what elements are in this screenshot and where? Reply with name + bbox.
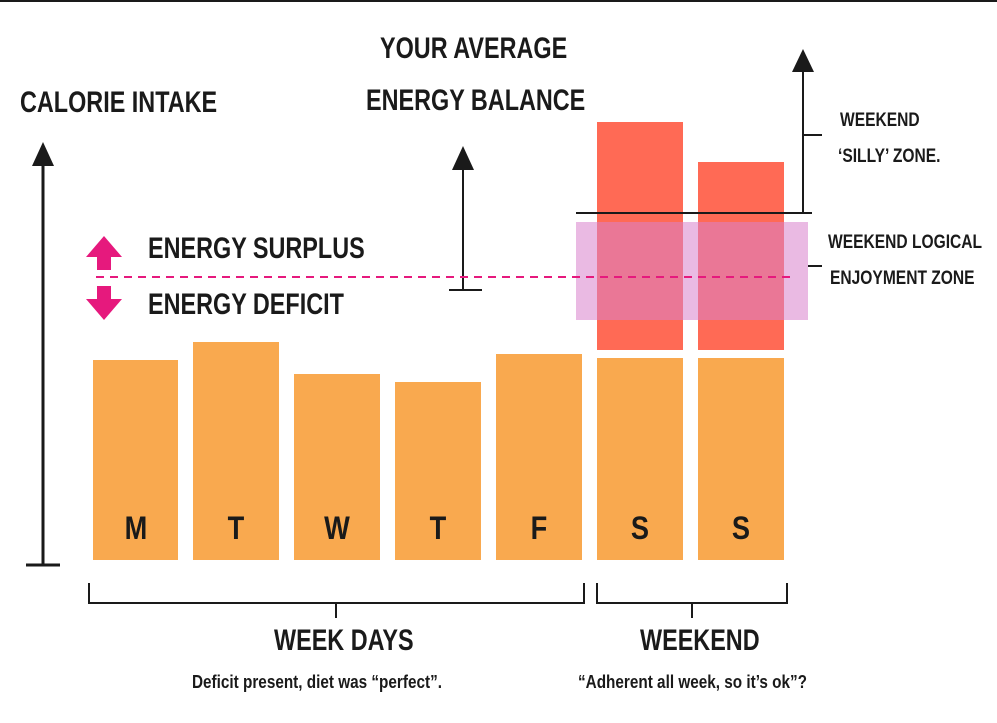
silly-zone-label-line-2: ‘SILLY’ ZONE. bbox=[838, 146, 941, 167]
title-line-1: YOUR AVERAGE bbox=[380, 32, 568, 65]
day-label-tuesday: T bbox=[227, 510, 245, 546]
y-axis-label: CALORIE INTAKE bbox=[20, 86, 218, 119]
silly-arrow-icon bbox=[792, 49, 814, 72]
energy-surplus-label: ENERGY SURPLUS bbox=[148, 232, 365, 265]
silly-zone-label-line-1: WEEKEND bbox=[840, 110, 920, 131]
logical-enjoyment-zone bbox=[576, 222, 808, 320]
weekdays-group-caption: Deficit present, diet was “perfect”. bbox=[192, 672, 442, 692]
bar-sunday bbox=[698, 358, 784, 560]
weekend-group-title: WEEKEND bbox=[640, 624, 760, 657]
bar-saturday bbox=[597, 358, 683, 560]
bar-tuesday bbox=[193, 342, 279, 560]
bar-wednesday bbox=[294, 374, 380, 560]
day-label-saturday: S bbox=[630, 510, 650, 546]
day-label-friday: F bbox=[530, 510, 548, 546]
surplus-arrow-icon bbox=[86, 236, 122, 270]
energy-deficit-label: ENERGY DEFICIT bbox=[148, 288, 344, 321]
bar-thursday bbox=[395, 382, 481, 560]
day-label-thursday: T bbox=[429, 510, 447, 546]
day-label-wednesday: W bbox=[324, 510, 350, 546]
balance-arrow-icon bbox=[452, 146, 474, 170]
bar-friday bbox=[496, 354, 582, 560]
weekend-group-caption: “Adherent all week, so it’s ok”? bbox=[578, 672, 807, 692]
title-line-2: ENERGY BALANCE bbox=[366, 84, 586, 117]
bar-monday bbox=[93, 360, 178, 560]
weekdays-group-title: WEEK DAYS bbox=[274, 624, 414, 657]
logical-zone-label-line-1: WEEKEND LOGICAL bbox=[828, 232, 983, 253]
logical-zone-label-line-2: ENJOYMENT ZONE bbox=[830, 268, 975, 289]
day-label-monday: M bbox=[124, 510, 148, 546]
deficit-arrow-icon bbox=[86, 286, 122, 320]
y-axis-arrow-icon bbox=[32, 142, 54, 166]
day-label-sunday: S bbox=[731, 510, 751, 546]
